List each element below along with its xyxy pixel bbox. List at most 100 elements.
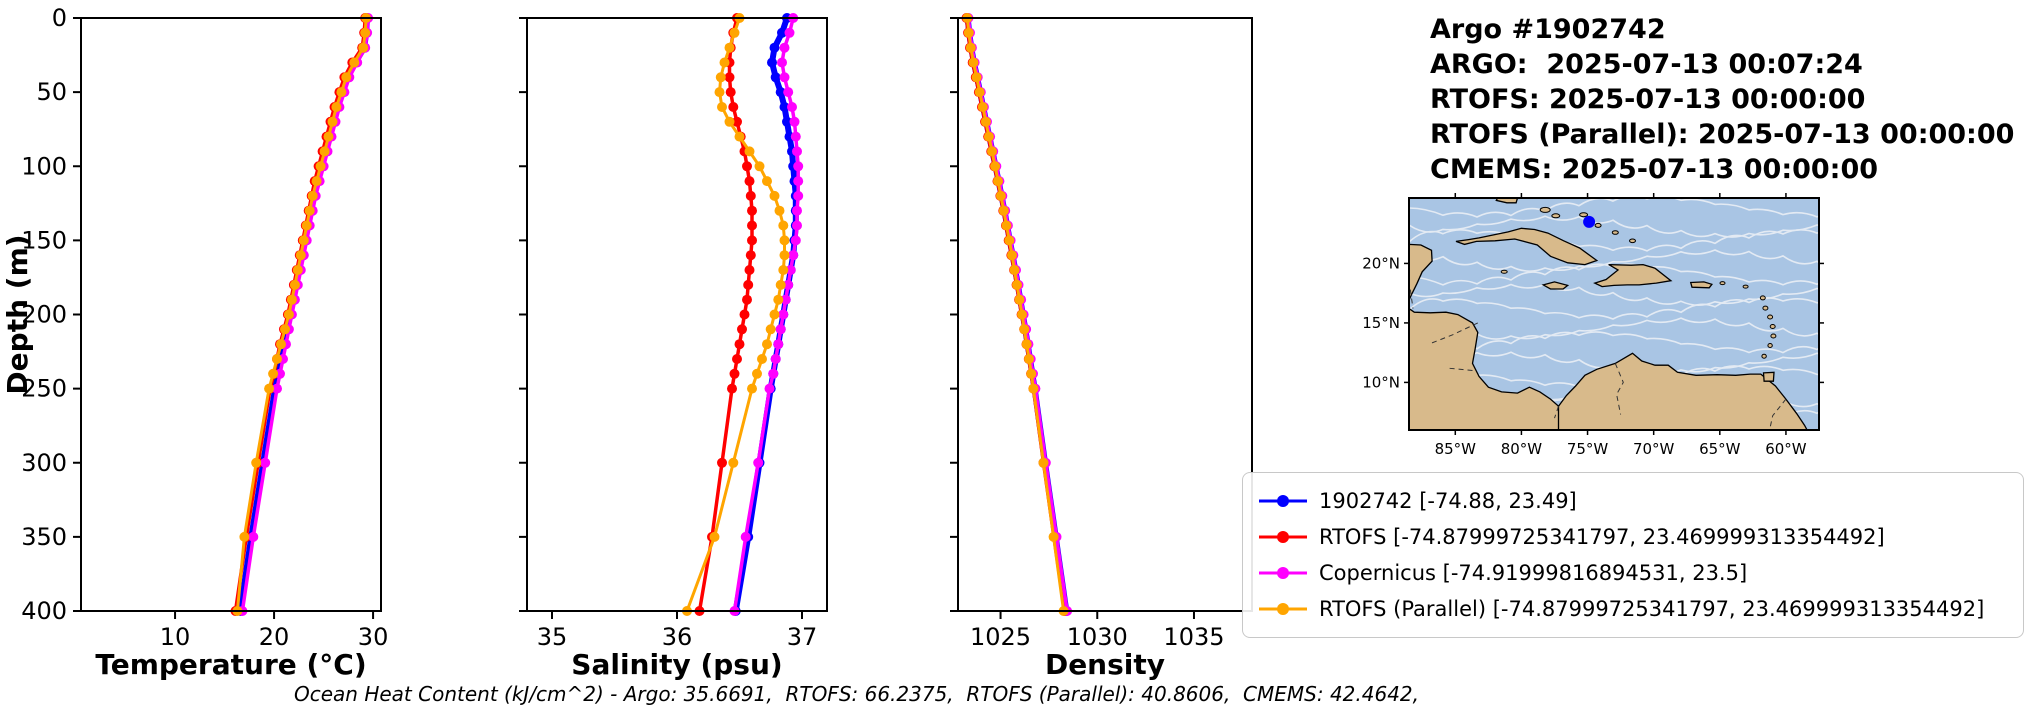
- streamline: [1409, 198, 1819, 218]
- country-border: [1409, 289, 1414, 309]
- legend-dot: [1277, 531, 1289, 543]
- series-marker: [1028, 383, 1039, 394]
- series-marker: [775, 279, 786, 290]
- series-marker: [1001, 220, 1012, 231]
- series-Copernicus: [237, 13, 374, 616]
- x-tick-label: 37: [787, 623, 818, 651]
- series-marker: [990, 161, 1001, 172]
- streamline: [1409, 229, 1819, 252]
- series-marker: [275, 368, 285, 379]
- series-marker: [1019, 324, 1030, 335]
- legend-marker: [1259, 495, 1307, 507]
- series-marker: [737, 324, 747, 335]
- island: [1500, 269, 1508, 274]
- landmass: [1557, 352, 1808, 430]
- series-marker: [770, 72, 781, 83]
- island: [1594, 222, 1602, 228]
- series-marker: [778, 265, 789, 275]
- series-marker: [971, 72, 982, 83]
- series-marker: [993, 176, 1003, 187]
- series-marker: [728, 457, 739, 468]
- streamline: [1409, 215, 1819, 238]
- series-marker: [778, 309, 789, 320]
- streamline: [1409, 331, 1819, 354]
- legend-label: RTOFS [-74.87999725341797, 23.4699993133…: [1319, 525, 1885, 549]
- series-marker: [331, 102, 342, 112]
- ocean-heat-content-note: Ocean Heat Content (kJ/cm^2) - Argo: 35.…: [294, 682, 1420, 706]
- series-marker: [744, 176, 755, 187]
- map-y-tick-label: 15°N: [1362, 314, 1400, 332]
- series-marker: [717, 102, 727, 112]
- y-tick-label: 100: [21, 152, 67, 180]
- cmems-timestamp: CMEMS: 2025-07-13 00:00:00: [1430, 154, 1879, 185]
- streamline: [1409, 297, 1819, 320]
- series-marker: [729, 27, 740, 38]
- series-marker: [747, 383, 757, 394]
- series-marker: [743, 279, 754, 290]
- float-position-marker: [1583, 215, 1596, 228]
- series-marker: [747, 205, 757, 216]
- series-marker: [765, 324, 776, 335]
- plot-frame: [526, 17, 828, 612]
- series-marker: [764, 383, 775, 394]
- series-marker: [717, 457, 727, 468]
- series-marker: [295, 250, 306, 261]
- series-RTOFS (Parallel): [682, 13, 790, 616]
- rtofs-parallel-timestamp: RTOFS (Parallel): 2025-07-13 00:00:00: [1430, 119, 2015, 150]
- series-marker: [298, 235, 309, 246]
- country-border: [1769, 398, 1787, 428]
- series-marker: [1004, 235, 1015, 246]
- series-marker: [780, 294, 791, 305]
- x-tick-label: 30: [358, 623, 389, 651]
- series-marker: [280, 324, 290, 335]
- x-tick-label: 36: [662, 623, 693, 651]
- y-tick-label: 300: [21, 449, 67, 477]
- series-marker: [983, 131, 994, 142]
- series-marker: [787, 102, 797, 112]
- map-x-tick-label: 75°W: [1567, 440, 1609, 458]
- island: [1762, 305, 1769, 311]
- location-map: 85°W 80°W 75°W 70°W 65°W 60°W 20°N 15°N 10°N: [1362, 193, 1824, 458]
- series-marker: [323, 131, 334, 142]
- map-x-tick-label: 65°W: [1699, 440, 1741, 458]
- series-marker: [715, 72, 726, 83]
- landmass: [1593, 263, 1673, 288]
- x-tick-label: 1035: [1163, 623, 1224, 651]
- series-marker: [239, 531, 250, 542]
- series-marker: [360, 27, 371, 38]
- legend-marker: [1259, 531, 1307, 543]
- series-marker: [327, 116, 338, 127]
- series-marker: [777, 27, 787, 38]
- series-marker: [779, 250, 790, 261]
- series-marker: [792, 146, 802, 157]
- series-marker: [785, 265, 796, 275]
- y-tick-label: 50: [36, 78, 67, 106]
- island: [1742, 284, 1749, 289]
- series-marker: [745, 190, 756, 201]
- series-marker: [747, 235, 757, 246]
- series-marker: [1007, 250, 1017, 261]
- series-marker: [773, 294, 784, 305]
- series-marker: [729, 368, 740, 379]
- map-x-tick-label: 85°W: [1435, 440, 1477, 458]
- series-marker: [779, 235, 790, 246]
- series-marker: [775, 87, 786, 98]
- series-marker: [769, 42, 780, 53]
- series-marker: [793, 176, 804, 187]
- series-marker: [762, 176, 772, 187]
- series-marker: [311, 176, 322, 187]
- x-axis-title: Density: [1045, 648, 1165, 681]
- series-marker: [779, 42, 790, 53]
- series-marker: [793, 190, 804, 201]
- series-marker: [1017, 309, 1027, 320]
- series-marker: [753, 457, 764, 468]
- legend-label: Copernicus [-74.91999816894531, 23.5]: [1319, 561, 1748, 585]
- country-border: [1614, 363, 1624, 415]
- x-axis-title: Salinity (psu): [571, 648, 782, 681]
- island: [1579, 212, 1589, 218]
- streamline: [1409, 283, 1819, 306]
- plot-frame: [957, 17, 1253, 612]
- map-frame: [1408, 197, 1820, 431]
- series-RTOFS (Parallel): [232, 13, 372, 616]
